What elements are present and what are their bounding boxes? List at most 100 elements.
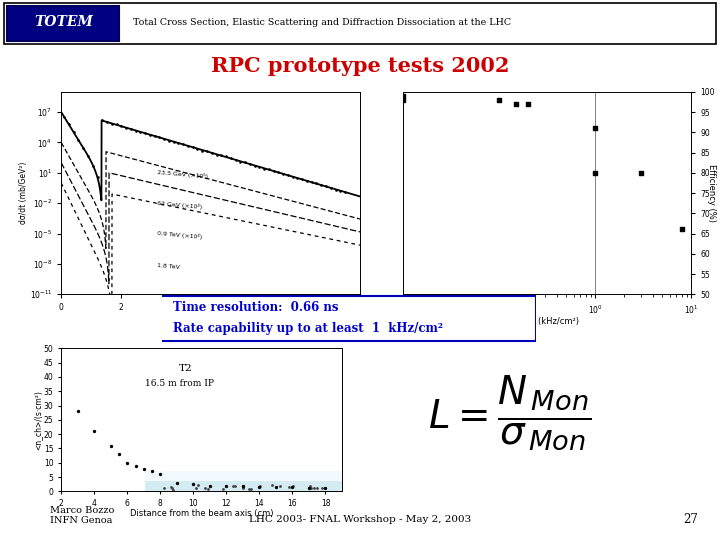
Text: Marco Bozzo
INFN Genoa: Marco Bozzo INFN Genoa (50, 506, 114, 525)
Text: LHC 2003- FNAL Workshop - May 2, 2003: LHC 2003- FNAL Workshop - May 2, 2003 (249, 515, 471, 524)
Point (206, 149, 217, 158)
Point (235, 158, 246, 166)
Point (237, 482, 248, 490)
Point (158, 135, 170, 144)
Point (155, 470, 166, 478)
Point (244, 160, 256, 168)
Point (397, 91, 409, 100)
Point (239, 158, 251, 167)
Point (676, 225, 688, 234)
Point (397, 96, 409, 104)
Point (320, 484, 331, 492)
Point (590, 168, 601, 177)
Point (192, 144, 203, 153)
Text: 16.5 m from IP: 16.5 m from IP (145, 379, 215, 388)
Point (173, 139, 184, 147)
Point (182, 142, 194, 151)
Point (253, 482, 265, 491)
Y-axis label: dσ/dt (mb/GeV²): dσ/dt (mb/GeV²) (19, 162, 28, 224)
Point (312, 484, 323, 492)
Point (311, 179, 323, 187)
Point (149, 132, 161, 140)
Point (72, 407, 84, 416)
Point (253, 163, 265, 171)
Point (225, 154, 237, 163)
Point (130, 126, 141, 135)
Point (220, 481, 232, 490)
Point (171, 478, 183, 487)
Point (268, 167, 279, 176)
Point (287, 483, 298, 492)
Point (58, 113, 70, 122)
Point (303, 483, 315, 492)
Point (325, 184, 336, 193)
Point (339, 188, 351, 197)
Point (163, 136, 175, 145)
Point (316, 483, 328, 492)
Point (306, 178, 318, 186)
Point (243, 485, 255, 494)
Point (202, 147, 213, 156)
Point (125, 125, 137, 134)
Text: $\mathit{L} = \dfrac{N_{\,Mon}}{\sigma_{\,Mon}}$: $\mathit{L} = \dfrac{N_{\,Mon}}{\sigma_{… (428, 373, 591, 452)
Point (105, 441, 117, 450)
Point (190, 484, 202, 492)
Point (297, 174, 308, 183)
Point (211, 151, 222, 159)
Point (258, 165, 270, 173)
Text: 1.8 TeV: 1.8 TeV (157, 264, 180, 270)
Point (102, 117, 113, 126)
Point (315, 180, 327, 189)
Y-axis label: <n_ch>/(s·cm²): <n_ch>/(s·cm²) (33, 390, 42, 450)
Point (158, 483, 170, 492)
Point (274, 482, 286, 491)
Point (96, 116, 108, 125)
Point (113, 450, 125, 458)
Point (73, 136, 84, 144)
Point (270, 483, 282, 491)
Point (122, 458, 133, 467)
Text: Rate capability up to at least  1  kHz/cm²: Rate capability up to at least 1 kHz/cm² (174, 322, 444, 335)
Point (245, 485, 256, 494)
Point (510, 99, 522, 108)
Bar (4, 3, 716, 44)
Point (168, 138, 179, 146)
Bar (7, 5, 119, 42)
Point (140, 129, 151, 138)
Point (266, 481, 278, 490)
Point (263, 165, 274, 173)
Point (91, 173, 103, 181)
X-axis label: Distance from the beam axis (cm): Distance from the beam axis (cm) (130, 509, 274, 518)
X-axis label: Rate (kHz/cm²): Rate (kHz/cm²) (516, 317, 579, 326)
Bar (145, 471, 342, 481)
Point (166, 484, 178, 492)
Bar (145, 481, 342, 491)
Point (301, 176, 312, 185)
Point (217, 484, 229, 493)
Point (590, 124, 601, 132)
Point (227, 482, 238, 490)
Point (63, 120, 75, 129)
Point (230, 156, 241, 164)
Point (82, 152, 94, 160)
Point (89, 427, 100, 436)
Point (220, 152, 232, 161)
Point (335, 187, 346, 195)
Point (522, 99, 534, 108)
Point (68, 127, 79, 136)
Point (320, 181, 332, 190)
Point (167, 485, 179, 494)
Point (138, 464, 150, 473)
Point (197, 146, 208, 155)
Point (187, 143, 199, 152)
Point (273, 168, 284, 177)
Point (188, 480, 199, 489)
Point (237, 484, 248, 492)
Point (249, 161, 261, 170)
X-axis label: -t (GeV²): -t (GeV²) (191, 314, 230, 323)
Text: Total Cross Section, Elastic Scattering and Diffraction Dissociation at the LHC: Total Cross Section, Elastic Scattering … (133, 17, 511, 26)
Point (192, 481, 204, 489)
Point (153, 133, 165, 141)
Point (199, 483, 210, 492)
Point (635, 168, 647, 177)
